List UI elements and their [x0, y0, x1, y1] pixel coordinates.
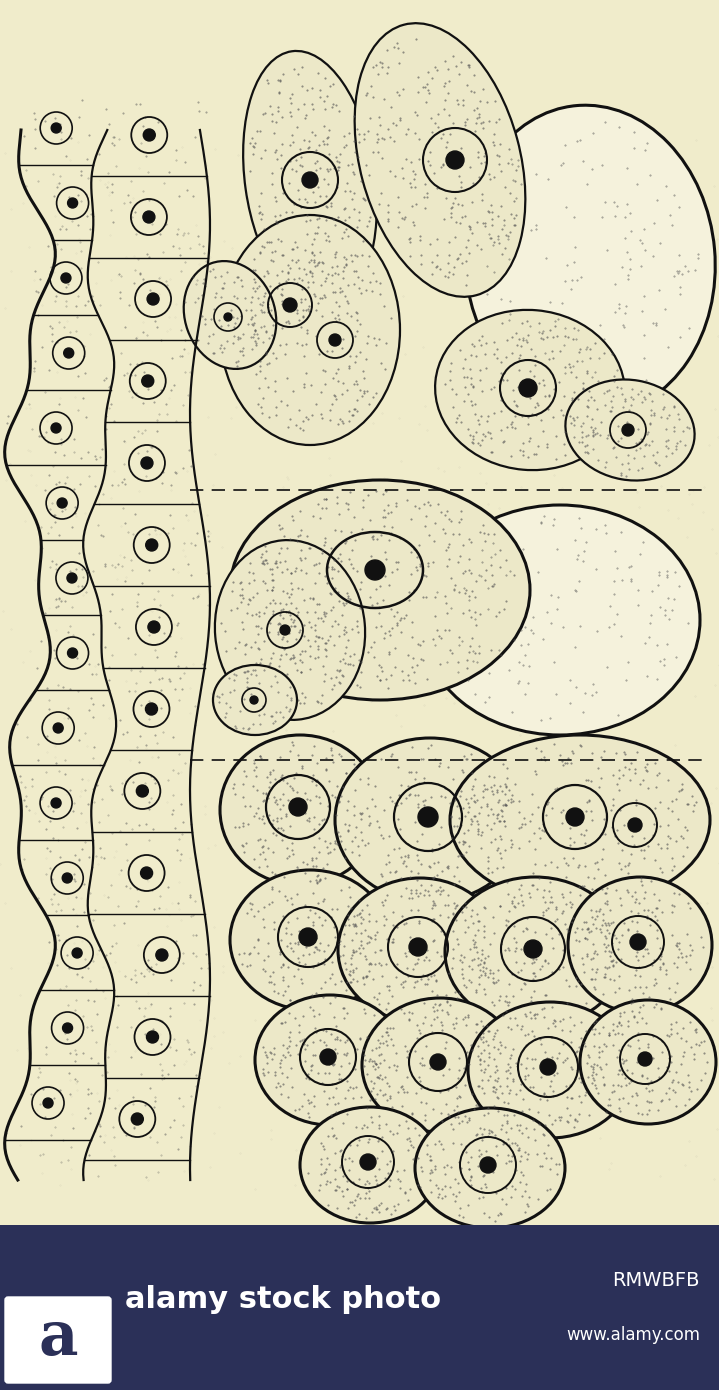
Circle shape	[519, 379, 537, 398]
Circle shape	[329, 334, 341, 346]
Ellipse shape	[184, 261, 276, 368]
Text: a: a	[38, 1308, 78, 1368]
Circle shape	[540, 1059, 556, 1074]
Circle shape	[68, 648, 78, 657]
Ellipse shape	[338, 878, 502, 1022]
Circle shape	[638, 1052, 652, 1066]
Ellipse shape	[445, 877, 625, 1027]
Circle shape	[51, 122, 61, 133]
Circle shape	[430, 1054, 446, 1070]
Circle shape	[63, 873, 72, 883]
Ellipse shape	[213, 664, 297, 735]
Ellipse shape	[568, 877, 712, 1013]
Bar	[0, 1225, 719, 1390]
Circle shape	[299, 929, 317, 947]
Circle shape	[628, 817, 642, 833]
Circle shape	[51, 423, 61, 434]
Ellipse shape	[362, 998, 518, 1131]
Ellipse shape	[415, 1108, 565, 1227]
Ellipse shape	[464, 106, 715, 414]
Ellipse shape	[468, 1002, 632, 1138]
Circle shape	[622, 424, 634, 436]
Circle shape	[146, 539, 157, 550]
Ellipse shape	[220, 215, 400, 445]
Ellipse shape	[580, 999, 716, 1125]
Circle shape	[480, 1156, 496, 1173]
Circle shape	[156, 949, 168, 960]
Circle shape	[143, 129, 155, 140]
Circle shape	[566, 808, 584, 826]
Circle shape	[630, 934, 646, 949]
Text: RMWBFB: RMWBFB	[613, 1270, 700, 1290]
Circle shape	[147, 293, 159, 304]
Ellipse shape	[565, 379, 695, 481]
Ellipse shape	[420, 505, 700, 735]
Ellipse shape	[354, 24, 526, 297]
Circle shape	[68, 197, 78, 208]
Circle shape	[67, 573, 77, 582]
Circle shape	[446, 152, 464, 170]
Circle shape	[141, 867, 152, 878]
Circle shape	[409, 938, 427, 956]
Circle shape	[280, 626, 290, 635]
Circle shape	[250, 696, 258, 703]
Ellipse shape	[335, 738, 525, 902]
Circle shape	[51, 798, 61, 808]
Circle shape	[289, 798, 307, 816]
Circle shape	[72, 948, 82, 958]
Circle shape	[142, 375, 154, 386]
Circle shape	[132, 1113, 143, 1125]
Circle shape	[137, 785, 148, 796]
Circle shape	[283, 297, 297, 311]
Circle shape	[302, 172, 318, 188]
Ellipse shape	[230, 870, 390, 1011]
Circle shape	[141, 457, 153, 468]
Circle shape	[360, 1154, 376, 1170]
Circle shape	[365, 560, 385, 580]
Ellipse shape	[243, 51, 377, 309]
Circle shape	[148, 621, 160, 632]
Circle shape	[53, 723, 63, 733]
Circle shape	[63, 1023, 73, 1033]
Circle shape	[64, 348, 74, 359]
Text: alamy stock photo: alamy stock photo	[125, 1286, 441, 1315]
Circle shape	[524, 940, 542, 958]
Text: www.alamy.com: www.alamy.com	[566, 1326, 700, 1344]
FancyBboxPatch shape	[5, 1297, 111, 1383]
Ellipse shape	[220, 735, 380, 885]
Ellipse shape	[255, 995, 405, 1125]
Circle shape	[418, 808, 438, 827]
Circle shape	[143, 211, 155, 222]
Ellipse shape	[230, 480, 530, 701]
Circle shape	[43, 1098, 53, 1108]
Circle shape	[224, 313, 232, 321]
Ellipse shape	[435, 310, 625, 470]
Circle shape	[320, 1049, 336, 1065]
Ellipse shape	[300, 1106, 440, 1223]
Circle shape	[145, 703, 157, 714]
Ellipse shape	[215, 541, 365, 720]
Circle shape	[61, 272, 71, 284]
Ellipse shape	[450, 735, 710, 905]
Circle shape	[147, 1031, 158, 1042]
Circle shape	[57, 498, 67, 507]
